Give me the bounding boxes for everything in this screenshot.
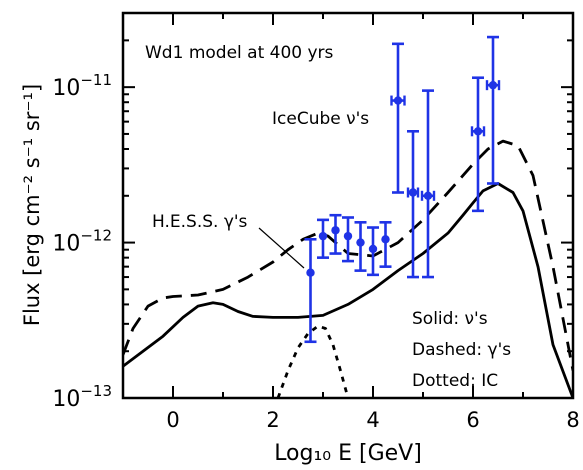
legend-solid: Solid: ν's [412, 309, 488, 329]
hess-label-pointer [258, 227, 305, 269]
x-axis-label: Log₁₀ E [GeV] [274, 441, 422, 466]
hess-point [304, 237, 317, 344]
hess-label: H.E.S.S. γ's [152, 212, 248, 232]
x-tick-label: 2 [266, 408, 279, 432]
plot-frame [121, 11, 575, 400]
axis-ticks: 0 2 4 6 8 10−13 10−12 10−11 [52, 12, 580, 432]
series-dotted-line [276, 324, 350, 398]
icecube-point [470, 76, 486, 213]
hess-point [317, 218, 329, 259]
data-marker [356, 238, 365, 247]
y-tick-label: 10−12 [52, 227, 112, 257]
series-solid-line [123, 182, 573, 398]
icecube-point [420, 89, 436, 279]
hess-point [342, 216, 354, 263]
data-marker [318, 231, 328, 241]
hess-point [329, 213, 342, 255]
data-marker [408, 188, 418, 197]
chart-title: Wd1 model at 400 yrs [145, 43, 334, 63]
data-marker [343, 231, 353, 241]
x-tick-label: 8 [566, 408, 579, 432]
data-marker [306, 268, 315, 277]
y-tick-label: 10−11 [52, 71, 112, 101]
data-marker [368, 244, 378, 254]
hess-point [367, 226, 379, 277]
legend-dotted: Dotted: IC [412, 371, 498, 391]
data-marker [381, 235, 390, 244]
y-tick-label: 10−13 [52, 382, 112, 412]
series-dashed-line [123, 139, 573, 371]
data-marker [473, 127, 483, 136]
data-points [304, 35, 501, 344]
model-curves [123, 139, 573, 398]
icecube-point [390, 42, 406, 194]
x-tick-label: 4 [366, 408, 379, 432]
x-tick-label: 0 [166, 408, 179, 432]
data-marker [423, 191, 433, 200]
hess-point [354, 221, 367, 272]
y-axis-label: Flux [erg cm⁻² s⁻¹ sr⁻¹] [20, 84, 44, 326]
legend-dashed: Dashed: γ's [412, 340, 511, 360]
icecube-label: IceCube ν's [272, 109, 369, 129]
icecube-point [406, 129, 420, 279]
icecube-point [485, 35, 501, 185]
x-tick-label: 6 [466, 408, 479, 432]
data-marker [393, 96, 403, 105]
hess-point [379, 221, 392, 268]
data-marker [331, 226, 340, 235]
data-marker [488, 80, 498, 90]
